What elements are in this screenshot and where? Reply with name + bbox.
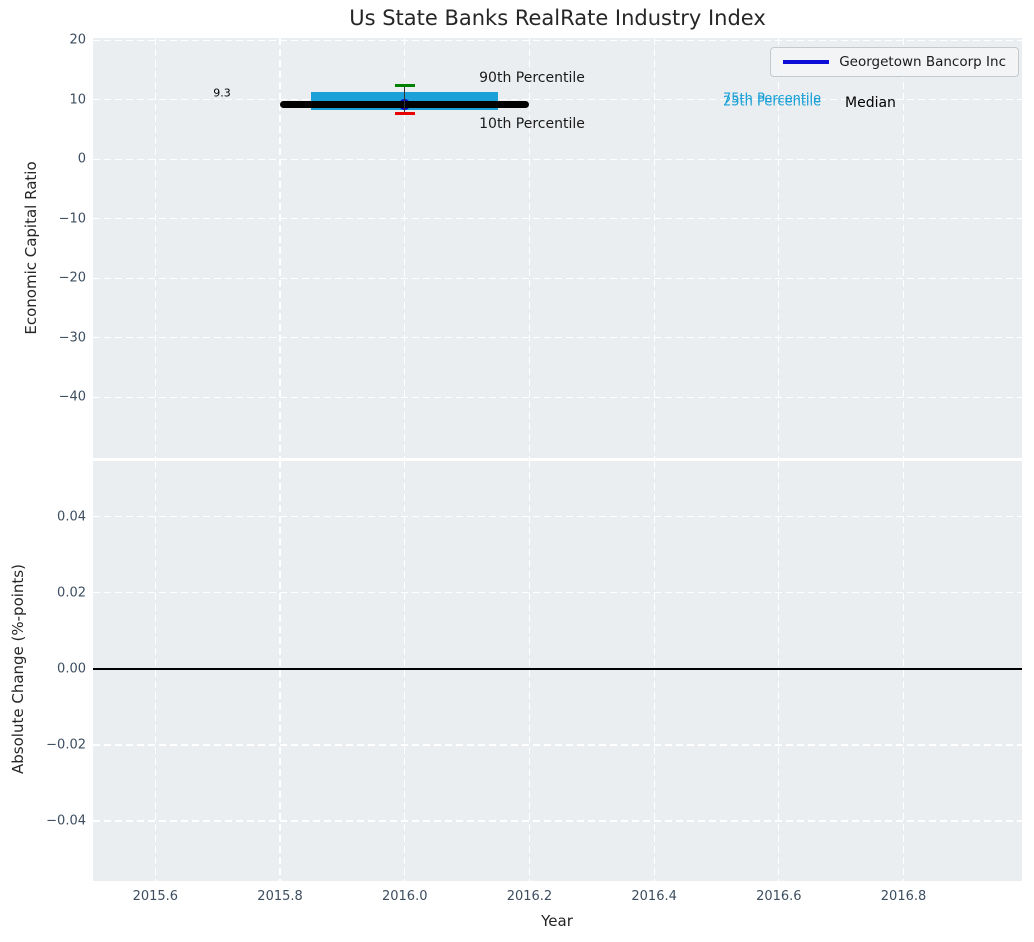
x-tick-label: 2016.8 xyxy=(880,889,927,904)
axes-economic-capital-ratio xyxy=(93,38,1022,458)
annotation-median: Median xyxy=(845,95,896,111)
x-tick-label: 2015.6 xyxy=(132,889,179,904)
gridline-horizontal xyxy=(93,337,1022,339)
gridline-vertical xyxy=(653,461,655,881)
gridline-vertical xyxy=(902,461,905,881)
gridline-vertical xyxy=(279,38,281,458)
axes-absolute-change xyxy=(93,461,1022,881)
annotation-90th-percentile: 90th Percentile xyxy=(479,70,585,86)
y-tick-label: −30 xyxy=(58,330,86,346)
gridline-vertical xyxy=(778,461,780,881)
gridline-vertical xyxy=(528,461,531,881)
annotation-75th-percentile: 75th Percentile xyxy=(723,91,822,107)
gridline-horizontal xyxy=(93,516,1022,518)
gridline-vertical xyxy=(154,461,156,881)
annotation-9-3: 9.3 xyxy=(213,86,231,100)
y-tick-label: −40 xyxy=(58,389,86,405)
y-tick-label: 10 xyxy=(69,92,86,108)
x-tick-label: 2016.6 xyxy=(756,889,802,904)
y-tick-label: 0.00 xyxy=(57,661,86,677)
x-tick-label: 2016.2 xyxy=(506,889,553,904)
whisker-line xyxy=(403,85,406,114)
y-tick-label: −0.04 xyxy=(46,813,86,829)
gridline-vertical xyxy=(902,38,905,458)
y-tick-label: 0 xyxy=(77,151,86,167)
y-tick-label: 20 xyxy=(69,32,86,48)
gridline-horizontal xyxy=(93,277,1022,279)
legend: Georgetown Bancorp Inc xyxy=(770,47,1019,77)
gridline-vertical xyxy=(778,38,780,458)
legend-line-swatch xyxy=(783,60,830,64)
y-tick-label: 0.02 xyxy=(57,585,86,601)
y-tick-label: −0.02 xyxy=(46,737,86,753)
gridline-horizontal xyxy=(93,396,1022,398)
x-tick-label: 2016.0 xyxy=(381,889,428,904)
gridline-horizontal xyxy=(93,744,1022,746)
gridline-horizontal xyxy=(93,158,1022,160)
gridline-horizontal xyxy=(93,39,1022,41)
gridline-horizontal xyxy=(93,592,1022,594)
gridline-vertical xyxy=(653,38,655,458)
p10-cap xyxy=(394,112,415,115)
y-tick-label: 0.04 xyxy=(57,509,86,525)
legend-label: Georgetown Bancorp Inc xyxy=(839,54,1006,70)
zero-line xyxy=(93,668,1022,670)
gridline-vertical xyxy=(154,38,156,458)
x-tick-label: 2016.4 xyxy=(631,889,677,904)
y-tick-label: −10 xyxy=(58,211,86,227)
y-tick-label: −20 xyxy=(58,270,86,286)
annotation-10th-percentile: 10th Percentile xyxy=(479,116,585,132)
chart-title: Us State Banks RealRate Industry Index xyxy=(349,6,766,30)
y-axis-label-top: Economic Capital Ratio xyxy=(22,161,40,335)
annotation-25th-percentile: 25th Percentile xyxy=(723,94,822,110)
x-tick-label: 2015.8 xyxy=(257,889,303,904)
x-axis-label: Year xyxy=(541,912,573,930)
gridline-vertical xyxy=(404,461,406,881)
p90-cap xyxy=(394,84,415,87)
gridline-horizontal xyxy=(93,820,1022,822)
gridline-horizontal xyxy=(93,218,1022,220)
gridline-vertical xyxy=(528,38,531,458)
gridline-horizontal xyxy=(93,99,1022,101)
gridline-vertical xyxy=(404,38,406,458)
gridline-vertical xyxy=(279,461,281,881)
